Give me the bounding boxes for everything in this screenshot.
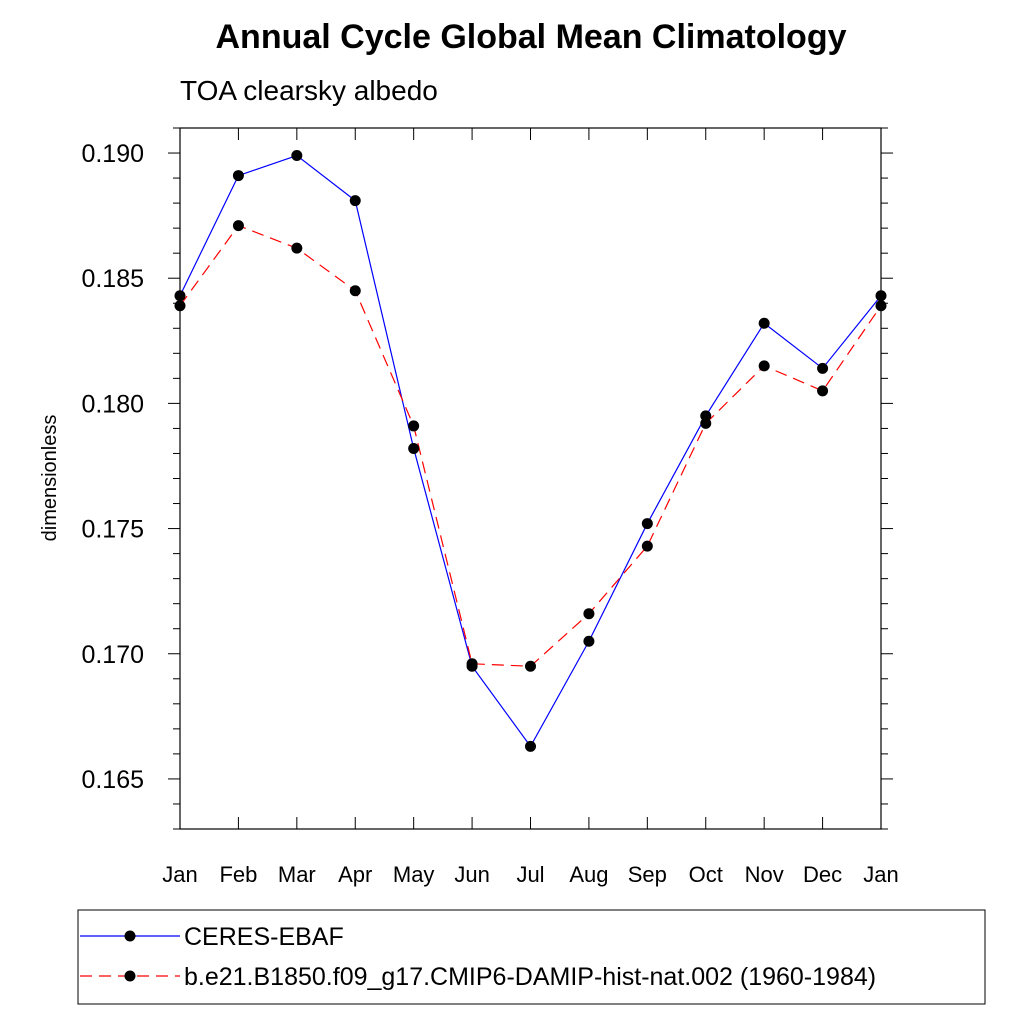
x-tick-label: Jul — [516, 862, 544, 887]
data-point-series-1 — [408, 442, 420, 454]
data-point-series-1 — [291, 150, 303, 162]
data-point-series-2 — [583, 608, 595, 620]
y-tick-label: 0.165 — [81, 766, 144, 794]
y-tick-label: 0.190 — [81, 140, 144, 168]
legend: CERES-EBAF b.e21.B1850.f09_g17.CMIP6-DAMI… — [77, 909, 986, 1005]
legend-label-1: CERES-EBAF — [184, 923, 344, 951]
y-tick-label: 0.180 — [81, 390, 144, 418]
data-point-series-1 — [641, 518, 653, 530]
x-tick-label: Oct — [689, 862, 723, 887]
legend-label-2: b.e21.B1850.f09_g17.CMIP6-DAMIP-hist-nat… — [184, 963, 876, 991]
x-tick-label: Jun — [454, 862, 489, 887]
legend-marker-1 — [124, 930, 136, 942]
data-point-series-2 — [408, 420, 420, 432]
y-tick-label: 0.170 — [81, 641, 144, 669]
data-point-series-2 — [466, 658, 478, 670]
axis-ticks — [168, 127, 893, 830]
legend-box — [77, 909, 986, 1005]
data-point-series-2 — [641, 540, 653, 552]
data-point-series-1 — [174, 290, 186, 302]
x-tick-label: Nov — [745, 862, 784, 887]
data-point-series-1 — [875, 290, 887, 302]
x-tick-label: Mar — [278, 862, 316, 887]
series-lines — [179, 154, 882, 748]
x-tick-label: Feb — [219, 862, 257, 887]
y-tick-label: 0.185 — [81, 265, 144, 293]
series-markers — [174, 150, 887, 752]
data-point-series-1 — [349, 195, 361, 207]
series-line-2 — [179, 224, 882, 667]
data-point-series-1 — [817, 362, 829, 374]
series-line-1 — [179, 154, 882, 748]
x-tick-label: May — [393, 862, 435, 887]
data-point-series-2 — [817, 385, 829, 397]
legend-marker-2 — [124, 970, 136, 982]
x-tick-label: Aug — [569, 862, 608, 887]
x-tick-label: Dec — [803, 862, 842, 887]
plot-frame — [179, 127, 882, 830]
data-point-series-2 — [232, 220, 244, 232]
data-point-series-2 — [174, 300, 186, 312]
data-point-series-2 — [875, 300, 887, 312]
x-tick-labels: Jan Feb Mar Apr May Jun Jul Aug Sep Oct Nov Dec Jan — [162, 862, 898, 887]
data-point-series-1 — [232, 170, 244, 182]
data-point-series-2 — [525, 660, 536, 672]
data-point-series-2 — [758, 360, 770, 372]
y-tick-label: 0.175 — [81, 516, 144, 544]
data-point-series-1 — [583, 635, 595, 647]
data-point-series-1 — [525, 740, 536, 752]
x-tick-label: Sep — [628, 862, 667, 887]
y-axis-label: dimensionless — [39, 415, 61, 542]
x-tick-label: Jan — [863, 862, 898, 887]
chart-title: Annual Cycle Global Mean Climatology — [216, 18, 847, 56]
data-point-series-2 — [349, 285, 361, 297]
y-tick-labels: 0.165 0.170 0.175 0.180 0.185 0.190 — [81, 140, 144, 794]
chart-subtitle: TOA clearsky albedo — [180, 75, 438, 106]
data-point-series-2 — [291, 242, 303, 254]
x-tick-label: Apr — [338, 862, 372, 887]
data-point-series-2 — [700, 417, 712, 429]
data-point-series-1 — [758, 317, 770, 329]
x-tick-label: Jan — [162, 862, 197, 887]
